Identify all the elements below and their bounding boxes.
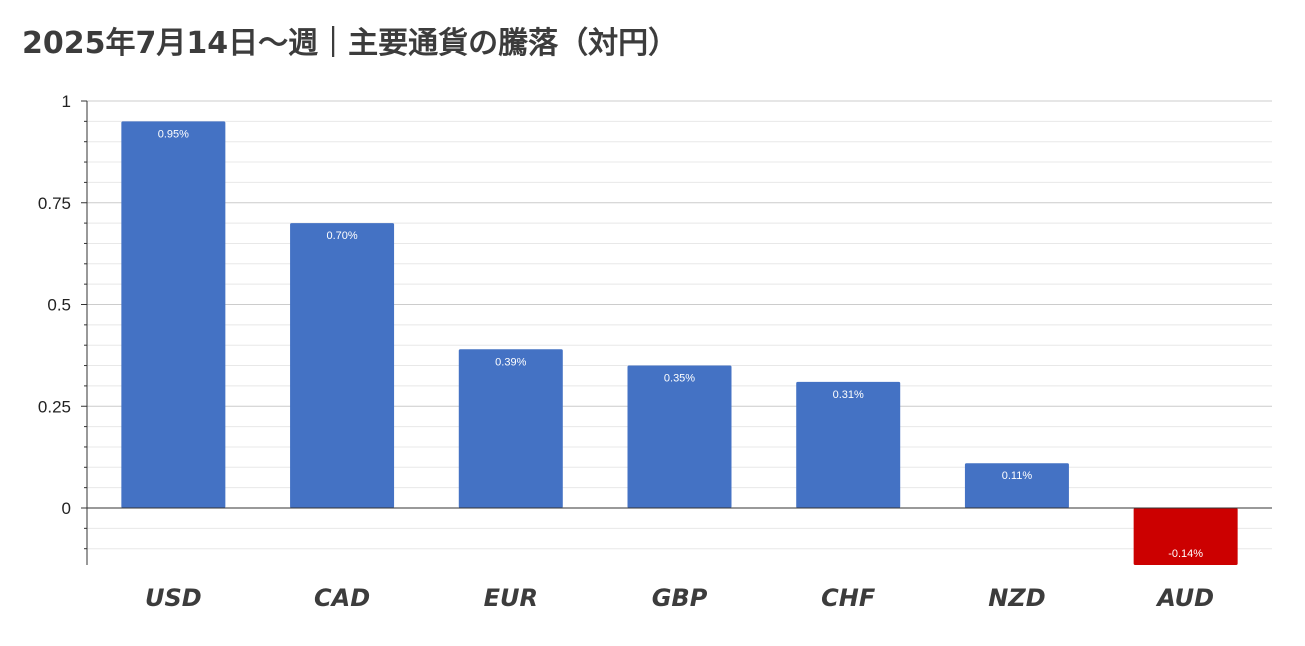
chart-title: 2025年7月14日～週｜主要通貨の騰落（対円） (22, 26, 679, 61)
data-label-chf: 0.31% (833, 389, 864, 401)
y-tick-label: 0.75 (38, 194, 71, 213)
bar-chf (796, 381, 901, 508)
x-tick-label-cad: CAD (314, 584, 370, 612)
bar-nzd (964, 463, 1069, 508)
data-label-usd: 0.95% (158, 128, 189, 140)
y-tick-label: 0.5 (47, 296, 71, 315)
data-label-gbp: 0.35% (664, 373, 695, 385)
x-tick-label-aud: AUD (1155, 584, 1214, 612)
bar-eur (458, 349, 563, 508)
x-tick-label-eur: EUR (484, 584, 538, 612)
data-label-eur: 0.39% (495, 356, 526, 368)
bar-gbp (627, 365, 732, 508)
bars (121, 121, 1238, 565)
data-label-cad: 0.70% (326, 230, 357, 242)
x-tick-label-nzd: NZD (988, 584, 1045, 612)
data-label-nzd: 0.11% (1002, 470, 1033, 482)
bar-usd (121, 121, 226, 508)
y-tick-label: 0 (62, 499, 71, 518)
x-axis-labels: USD CAD EUR GBP CHF NZD AUD (145, 584, 1214, 612)
y-axis: 0 0.25 0.5 0.75 1 (38, 92, 88, 565)
x-tick-label-chf: CHF (821, 584, 876, 612)
data-label-aud: -0.14% (1168, 548, 1203, 560)
grid-lines (87, 100, 1272, 550)
y-tick-label: 1 (62, 92, 71, 111)
y-tick-label: 0.25 (38, 397, 71, 416)
x-tick-label-gbp: GBP (652, 584, 708, 612)
x-tick-label-usd: USD (145, 584, 202, 612)
bar-aud (1133, 508, 1238, 565)
bar-cad (290, 223, 395, 508)
data-labels: 0.95% 0.70% 0.39% 0.35% 0.31% 0.11% -0.14% (158, 128, 1204, 560)
